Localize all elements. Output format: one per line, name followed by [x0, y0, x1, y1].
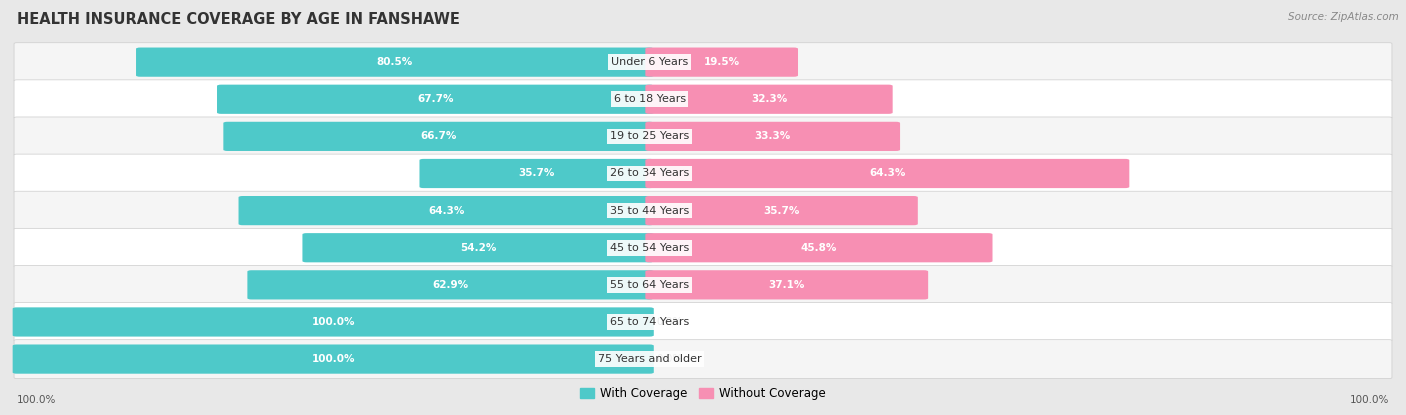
Text: 55 to 64 Years: 55 to 64 Years: [610, 280, 689, 290]
Text: 19 to 25 Years: 19 to 25 Years: [610, 132, 689, 142]
Text: 75 Years and older: 75 Years and older: [598, 354, 702, 364]
Text: 26 to 34 Years: 26 to 34 Years: [610, 168, 689, 178]
Text: 45.8%: 45.8%: [801, 243, 837, 253]
Text: 37.1%: 37.1%: [769, 280, 806, 290]
Text: 65 to 74 Years: 65 to 74 Years: [610, 317, 689, 327]
Text: 35 to 44 Years: 35 to 44 Years: [610, 205, 689, 216]
Text: Under 6 Years: Under 6 Years: [612, 57, 688, 67]
Text: Source: ZipAtlas.com: Source: ZipAtlas.com: [1288, 12, 1399, 22]
Text: 35.7%: 35.7%: [763, 205, 800, 216]
Text: 64.3%: 64.3%: [869, 168, 905, 178]
Text: 6 to 18 Years: 6 to 18 Years: [613, 94, 686, 104]
Text: 54.2%: 54.2%: [460, 243, 496, 253]
Text: 100.0%: 100.0%: [1350, 395, 1389, 405]
Text: 45 to 54 Years: 45 to 54 Years: [610, 243, 689, 253]
Text: 35.7%: 35.7%: [519, 168, 555, 178]
Text: 0.0%: 0.0%: [657, 317, 683, 327]
Text: 19.5%: 19.5%: [703, 57, 740, 67]
Text: HEALTH INSURANCE COVERAGE BY AGE IN FANSHAWE: HEALTH INSURANCE COVERAGE BY AGE IN FANS…: [17, 12, 460, 27]
Text: 67.7%: 67.7%: [418, 94, 454, 104]
Text: 32.3%: 32.3%: [751, 94, 787, 104]
Text: 100.0%: 100.0%: [312, 317, 354, 327]
Text: 33.3%: 33.3%: [755, 132, 790, 142]
Text: 100.0%: 100.0%: [17, 395, 56, 405]
Text: 66.7%: 66.7%: [420, 132, 457, 142]
Text: 0.0%: 0.0%: [657, 354, 683, 364]
Text: 100.0%: 100.0%: [312, 354, 354, 364]
Text: 62.9%: 62.9%: [433, 280, 468, 290]
Text: 80.5%: 80.5%: [377, 57, 413, 67]
Legend: With Coverage, Without Coverage: With Coverage, Without Coverage: [575, 383, 831, 405]
Text: 64.3%: 64.3%: [427, 205, 464, 216]
